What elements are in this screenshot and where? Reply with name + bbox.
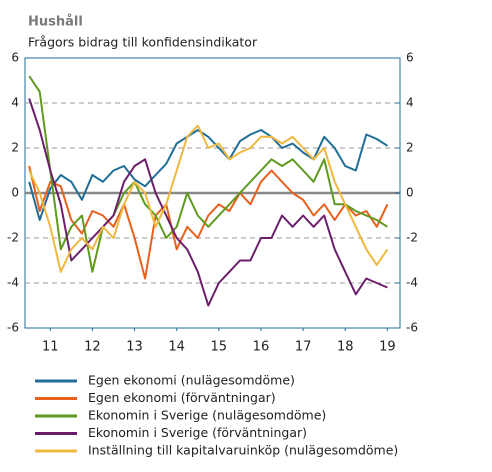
legend-label: Ekonomin i Sverige (förväntningar) — [88, 425, 307, 440]
y2-tick-label: -6 — [406, 321, 418, 335]
y2-tick-label: 2 — [406, 141, 414, 155]
y-tick-label: -4 — [7, 276, 19, 290]
y2-tick-label: -4 — [406, 276, 418, 290]
x-tick-label: 12 — [84, 340, 101, 355]
y2-tick-label: 6 — [406, 51, 414, 65]
y2-tick-label: 0 — [406, 186, 414, 200]
series-line — [28, 129, 388, 221]
x-tick-label: 16 — [253, 340, 270, 355]
x-tick-label: 19 — [379, 340, 396, 355]
y2-tick-label: -2 — [406, 231, 418, 245]
y-tick-label: 4 — [11, 96, 19, 110]
series-line — [28, 75, 388, 273]
legend-label: Inställning till kapitalvaruinköp (nuläg… — [88, 443, 398, 458]
y-tick-label: -2 — [7, 231, 19, 245]
series-line — [28, 98, 388, 307]
x-tick-label: 14 — [168, 340, 185, 355]
legend-label: Egen ekonomi (förväntningar) — [88, 390, 276, 405]
x-tick-label: 15 — [211, 340, 228, 355]
chart-subtitle: Frågors bidrag till konfidensindikator — [28, 35, 258, 50]
x-tick-label: 17 — [295, 340, 312, 355]
y-tick-label: 0 — [11, 186, 19, 200]
series-line — [28, 124, 389, 273]
legend-label: Ekonomin i Sverige (nulägesomdöme) — [88, 408, 326, 423]
y-tick-label: -6 — [7, 321, 19, 335]
series-line — [28, 165, 389, 280]
y-tick-label: 6 — [11, 51, 19, 65]
chart-title: Hushåll — [28, 15, 83, 30]
x-tick-label: 11 — [42, 340, 59, 355]
x-tick-label: 18 — [337, 340, 354, 355]
legend-label: Egen ekonomi (nulägesomdöme) — [88, 373, 295, 388]
y-tick-label: 2 — [11, 141, 19, 155]
x-tick-label: 13 — [126, 340, 143, 355]
y2-tick-label: 4 — [406, 96, 414, 110]
